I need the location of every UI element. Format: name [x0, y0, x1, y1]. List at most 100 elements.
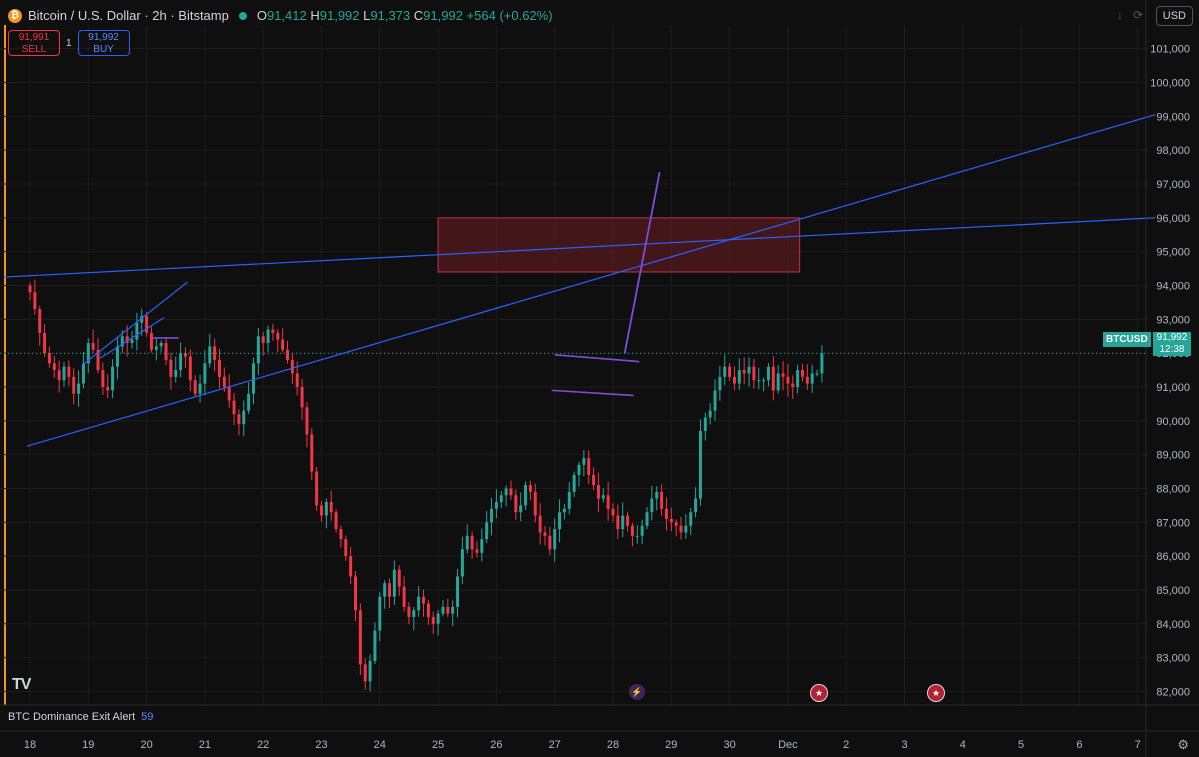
candle-body	[533, 491, 537, 516]
candle-body	[567, 491, 571, 509]
price-tick-label: 82,000	[1156, 686, 1190, 698]
candle-body	[373, 630, 377, 662]
open-value: 91,412	[266, 8, 307, 23]
price-tick-label: 85,000	[1156, 585, 1190, 597]
candles[interactable]	[28, 279, 824, 692]
candle-body	[737, 370, 741, 384]
candle-body	[354, 576, 358, 611]
candle-body	[494, 502, 498, 509]
price-axis[interactable]: 82,000 83,000 84,000 85,000 86,000 87,000 88,0…	[1150, 44, 1190, 699]
price-tick-label: 89,000	[1156, 450, 1190, 462]
candle-body	[426, 603, 430, 618]
price-tick-label: 100,000	[1150, 78, 1190, 90]
symbol-title[interactable]: Bitcoin / U.S. Dollar · 2h · Bitstamp	[28, 8, 229, 23]
price-tick-label: 99,000	[1156, 111, 1190, 123]
candle-body	[179, 353, 183, 371]
candle-body	[582, 458, 586, 465]
candle-body	[548, 535, 552, 550]
candle-body	[67, 366, 71, 377]
candle-body	[514, 495, 518, 513]
candle-body	[577, 464, 581, 475]
candle-body	[358, 610, 362, 665]
candle-body	[290, 359, 294, 374]
candle-body	[149, 332, 153, 350]
candle-body	[820, 353, 824, 374]
candle-body	[664, 508, 668, 519]
price-tag-symbol: BTCUSD	[1103, 332, 1151, 347]
candle-body	[562, 508, 566, 513]
candle-body	[339, 529, 343, 540]
indicator-legend[interactable]: BTC Dominance Exit Alert 59	[8, 711, 153, 723]
candle-body	[460, 549, 464, 577]
candle-body	[81, 363, 85, 384]
lightning-event-icon[interactable]: ⚡	[629, 684, 645, 700]
candle-body	[587, 458, 591, 475]
trendline	[26, 114, 1156, 447]
candle-body	[392, 569, 396, 597]
candle-body	[52, 363, 56, 371]
candle-body	[650, 498, 654, 513]
price-tick-label: 97,000	[1156, 179, 1190, 191]
candle-body	[645, 512, 649, 526]
candle-body	[140, 315, 144, 323]
candle-body	[796, 370, 800, 387]
candle-body	[689, 512, 693, 526]
buy-price: 91,992	[88, 32, 119, 43]
candle-body	[242, 410, 246, 425]
sell-label: SELL	[21, 44, 47, 55]
candle-body	[324, 502, 328, 516]
candle-body	[213, 346, 217, 360]
candle-body	[320, 505, 323, 516]
candle-body	[480, 539, 484, 553]
us-flag-event-icon[interactable]: ★	[810, 684, 828, 702]
arrow-down-icon[interactable]: ↓	[1116, 8, 1123, 22]
candle-body	[606, 495, 610, 509]
candle-body	[669, 518, 673, 523]
candle-body	[96, 349, 100, 371]
candle-body	[47, 353, 51, 364]
price-tick-label: 101,000	[1150, 44, 1190, 56]
candle-body	[266, 329, 270, 344]
trendline	[3, 217, 1156, 278]
us-flag-event-icon[interactable]: ★	[927, 684, 945, 702]
candle-body	[329, 502, 333, 513]
candle-body	[169, 359, 173, 377]
time-tick-label: 23	[315, 739, 327, 751]
sell-button[interactable]: 91,991 SELL	[8, 30, 60, 56]
tradingview-logo-icon[interactable]: TV	[12, 676, 31, 693]
candle-body	[655, 491, 659, 499]
candle-body	[509, 488, 513, 496]
candle-body	[188, 356, 192, 381]
candle-body	[388, 583, 392, 597]
candle-body	[227, 386, 231, 401]
refresh-icon[interactable]: ⟳	[1132, 8, 1143, 22]
candle-body	[193, 380, 197, 394]
candle-body	[524, 485, 528, 506]
candle-body	[397, 569, 401, 587]
candle-body	[363, 664, 367, 682]
candle-body	[295, 373, 299, 387]
trendline	[99, 317, 165, 359]
time-tick-label: Dec	[778, 739, 798, 751]
candle-body	[276, 332, 280, 340]
time-tick-label: 6	[1076, 739, 1082, 751]
top-tools: ↓ ⟳	[1117, 8, 1143, 22]
time-axis[interactable]: 18 19 20 21 22 23 24 25 26 27 28 29 30 Dec 2 3 4 5 6 7	[24, 739, 1141, 751]
buy-button[interactable]: 91,992 BUY	[77, 30, 130, 56]
candle-body	[402, 586, 406, 607]
change-value: +564 (+0.62%)	[466, 8, 553, 23]
settings-gear-icon[interactable]: ⚙	[1177, 737, 1189, 752]
candle-body	[91, 343, 95, 350]
price-tick-label: 94,000	[1156, 280, 1190, 292]
drawings	[0, 114, 1156, 447]
candle-body	[208, 346, 212, 364]
time-tick-label: 4	[960, 739, 966, 751]
symbol-header[interactable]: ₿ Bitcoin / U.S. Dollar · 2h · Bitstamp …	[8, 8, 553, 23]
candle-body	[499, 495, 503, 503]
candle-body	[713, 390, 717, 411]
candle-body	[684, 525, 688, 533]
candle-body	[315, 471, 319, 506]
candle-body	[490, 508, 494, 523]
currency-selector[interactable]: USD	[1155, 6, 1193, 26]
